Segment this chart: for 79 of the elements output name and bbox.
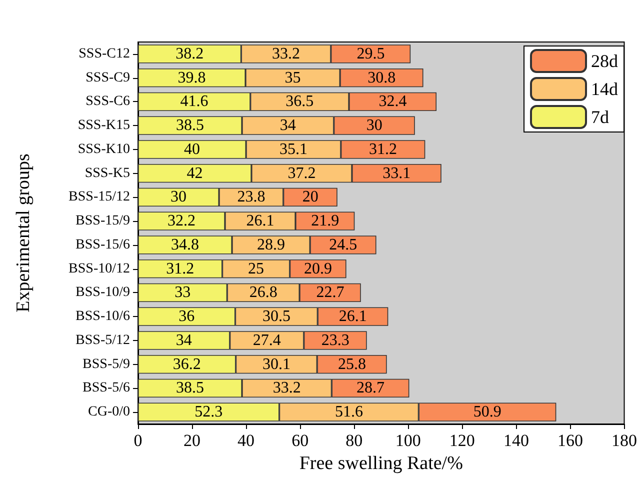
y-tick-label: SSS-K5 — [84, 166, 130, 181]
y-tick-label: BSS-15/9 — [76, 214, 130, 229]
data-label: 35 — [284, 69, 301, 86]
data-label: 31.2 — [166, 260, 194, 278]
y-tick-label: SSS-K15 — [78, 118, 130, 134]
data-label: 40 — [184, 140, 200, 158]
y-tick-label: BSS-5/6 — [82, 380, 130, 396]
y-tick-label: SSS-C6 — [86, 94, 130, 110]
data-label: 26.8 — [249, 284, 278, 302]
data-label: 28.9 — [257, 236, 286, 254]
x-tick-label: 140 — [503, 431, 529, 450]
x-tick-label: 120 — [449, 431, 475, 450]
data-label: 30 — [170, 188, 187, 206]
y-tick-label: BSS-10/12 — [68, 261, 130, 276]
data-label: 29.5 — [356, 45, 385, 62]
data-label: 50.9 — [473, 404, 502, 421]
y-tick-label: SSS-C9 — [86, 70, 130, 86]
data-label: 30 — [366, 117, 382, 134]
y-tick-label: BSS-5/12 — [76, 332, 130, 348]
legend-label: 14d — [591, 79, 618, 99]
legend-label: 7d — [591, 107, 609, 127]
data-label: 36.5 — [286, 93, 314, 110]
data-label: 33.1 — [382, 164, 411, 182]
data-label: 34 — [280, 117, 296, 134]
data-label: 26.1 — [338, 308, 367, 326]
y-tick-label: BSS-10/6 — [76, 309, 130, 324]
data-label: 41.6 — [180, 93, 208, 110]
data-label: 33.2 — [272, 380, 301, 397]
data-label: 30.1 — [262, 356, 290, 373]
data-label: 30.8 — [368, 69, 396, 86]
data-label: 36 — [178, 308, 195, 326]
x-tick-label: 180 — [612, 431, 637, 450]
data-label: 37.2 — [288, 164, 316, 182]
data-label: 20 — [302, 188, 318, 206]
data-label: 33.2 — [272, 45, 300, 62]
data-label: 38.5 — [176, 380, 204, 397]
data-label: 27.4 — [252, 332, 281, 349]
x-tick-label: 160 — [557, 431, 583, 450]
y-tick-label: BSS-10/9 — [76, 285, 130, 300]
y-tick-label: BSS-5/9 — [82, 356, 130, 372]
legend-label: 28d — [591, 51, 618, 71]
x-tick-label: 60 — [292, 431, 309, 450]
data-label: 23.8 — [237, 188, 266, 206]
y-tick-label: SSS-C12 — [78, 46, 130, 62]
data-label: 38.5 — [176, 117, 204, 134]
data-label: 38.2 — [176, 45, 204, 62]
data-label: 51.6 — [334, 404, 363, 421]
data-label: 32.4 — [378, 93, 407, 110]
data-label: 28.7 — [356, 380, 384, 397]
data-label: 52.3 — [194, 404, 223, 421]
data-label: 25.8 — [338, 356, 366, 373]
data-label: 22.7 — [316, 284, 344, 302]
data-label: 30.5 — [262, 308, 290, 326]
x-tick-label: 0 — [134, 431, 142, 450]
data-label: 42 — [186, 164, 203, 182]
data-label: 34.8 — [171, 236, 200, 254]
data-label: 26.1 — [246, 212, 274, 230]
x-tick-label: 80 — [346, 431, 363, 450]
data-label: 34 — [176, 332, 192, 349]
data-label: 24.5 — [329, 236, 358, 254]
x-tick-label: 100 — [395, 431, 421, 450]
y-axis-title: Experimental groups — [13, 154, 34, 312]
data-label: 35.1 — [279, 140, 308, 158]
y-tick-label: CG-0/0 — [88, 404, 130, 420]
data-label: 36.2 — [172, 356, 201, 373]
x-tick-label: 40 — [238, 431, 255, 450]
data-label: 32.2 — [167, 212, 196, 230]
data-label: 20.9 — [304, 260, 332, 278]
data-label: 39.8 — [178, 69, 206, 86]
y-tick-label: BSS-15/6 — [76, 237, 130, 252]
x-axis-title: Free swelling Rate/% — [299, 453, 464, 474]
data-label: 25 — [248, 260, 264, 278]
data-label: 33 — [174, 284, 191, 302]
data-label: 21.9 — [311, 212, 340, 230]
x-tick-label: 20 — [184, 431, 201, 450]
y-tick-label: SSS-K10 — [78, 142, 130, 157]
data-label: 31.2 — [369, 140, 398, 158]
y-tick-label: BSS-15/12 — [68, 190, 130, 205]
data-label: 23.3 — [321, 332, 350, 349]
